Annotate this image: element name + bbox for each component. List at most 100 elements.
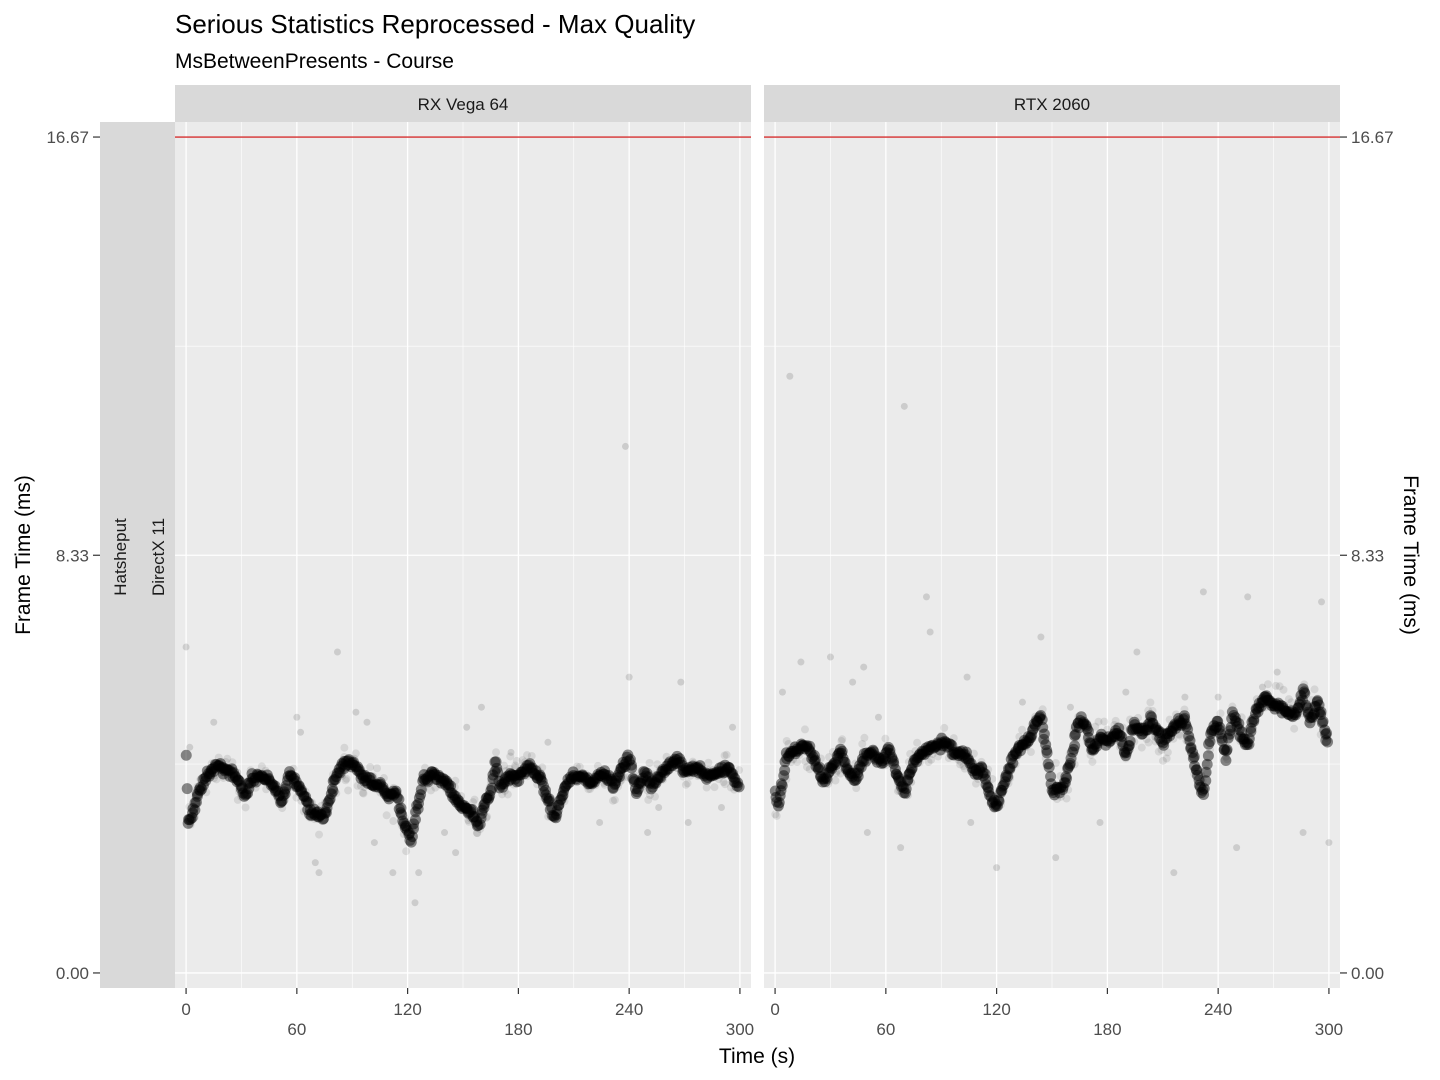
- data-point: [1194, 781, 1206, 793]
- data-point: [346, 757, 358, 769]
- data-point: [1149, 724, 1161, 736]
- data-point: [1312, 695, 1324, 707]
- data-point: [1208, 725, 1220, 737]
- data-point: [440, 779, 452, 791]
- data-point: [1287, 698, 1296, 707]
- data-point: [346, 761, 358, 773]
- data-point: [383, 791, 395, 803]
- data-point: [619, 761, 631, 773]
- data-point: [825, 776, 834, 785]
- data-point: [662, 763, 674, 775]
- data-point: [376, 788, 385, 797]
- data-point: [239, 786, 248, 795]
- data-point: [499, 761, 508, 770]
- data-point: [873, 753, 885, 765]
- data-point: [1074, 712, 1083, 721]
- data-point: [1272, 697, 1284, 709]
- data-point: [954, 755, 963, 764]
- x-tick-label: 120: [982, 1000, 1010, 1019]
- data-point: [506, 752, 515, 761]
- data-point: [1172, 712, 1184, 724]
- outlier-point: [926, 628, 934, 636]
- data-point: [217, 762, 229, 774]
- data-point: [816, 754, 825, 763]
- data-point: [186, 812, 198, 824]
- data-point: [500, 771, 509, 780]
- data-point: [1072, 735, 1081, 744]
- data-point: [329, 770, 338, 779]
- data-point: [1271, 681, 1280, 690]
- data-point: [199, 772, 211, 784]
- data-point: [703, 765, 712, 774]
- data-point: [839, 756, 851, 768]
- data-point: [447, 791, 459, 803]
- data-point: [1027, 723, 1039, 735]
- data-point: [430, 773, 442, 785]
- data-point: [192, 788, 204, 800]
- outlier-point: [596, 819, 604, 827]
- data-point: [846, 767, 858, 779]
- data-point: [1120, 733, 1129, 742]
- data-point: [581, 774, 593, 786]
- data-point: [371, 779, 383, 791]
- data-point: [908, 754, 920, 766]
- data-point: [376, 782, 388, 794]
- data-point: [689, 763, 701, 775]
- data-point: [191, 788, 200, 797]
- data-point: [443, 782, 455, 794]
- data-point: [242, 777, 254, 789]
- data-point: [1100, 717, 1109, 726]
- data-point: [196, 783, 208, 795]
- data-point: [395, 799, 404, 808]
- data-point: [612, 769, 624, 781]
- data-point: [1269, 703, 1281, 715]
- data-point: [1010, 748, 1022, 760]
- data-point: [219, 773, 228, 782]
- data-point: [537, 780, 549, 792]
- data-point: [876, 755, 888, 767]
- data-point: [347, 759, 359, 771]
- data-point: [1224, 724, 1236, 736]
- data-point: [626, 762, 638, 774]
- data-point: [379, 788, 391, 800]
- data-point: [718, 767, 730, 779]
- data-point: [796, 740, 808, 752]
- data-point: [928, 742, 940, 754]
- data-point: [821, 772, 833, 784]
- data-point: [221, 763, 233, 775]
- data-point: [357, 770, 369, 782]
- data-point: [1183, 730, 1195, 742]
- data-point: [1316, 730, 1325, 739]
- outlier-point: [993, 864, 1001, 872]
- data-point: [1169, 718, 1181, 730]
- data-point: [284, 784, 293, 793]
- data-point: [402, 847, 411, 856]
- data-point: [498, 780, 507, 789]
- data-point: [1002, 771, 1014, 783]
- data-point: [617, 756, 629, 768]
- data-point: [365, 781, 374, 790]
- data-point: [401, 824, 413, 836]
- data-point: [233, 775, 245, 787]
- data-point: [1168, 720, 1180, 732]
- data-point: [453, 798, 462, 807]
- outlier-point: [210, 718, 218, 726]
- data-point: [500, 786, 509, 795]
- outlier-point: [849, 678, 857, 686]
- data-point: [900, 787, 912, 799]
- data-point: [696, 768, 708, 780]
- data-point: [924, 744, 936, 756]
- x-tick-label: 120: [393, 1000, 421, 1019]
- data-point: [536, 775, 548, 787]
- data-point: [1162, 754, 1171, 763]
- data-point: [1288, 709, 1300, 721]
- data-point: [623, 755, 635, 767]
- data-point: [1153, 725, 1165, 737]
- data-point: [1150, 721, 1162, 733]
- data-point: [891, 768, 903, 780]
- outlier-point: [860, 663, 868, 671]
- data-point: [408, 823, 417, 832]
- data-point: [289, 764, 298, 773]
- data-point: [945, 738, 957, 750]
- outlier-point: [297, 728, 305, 736]
